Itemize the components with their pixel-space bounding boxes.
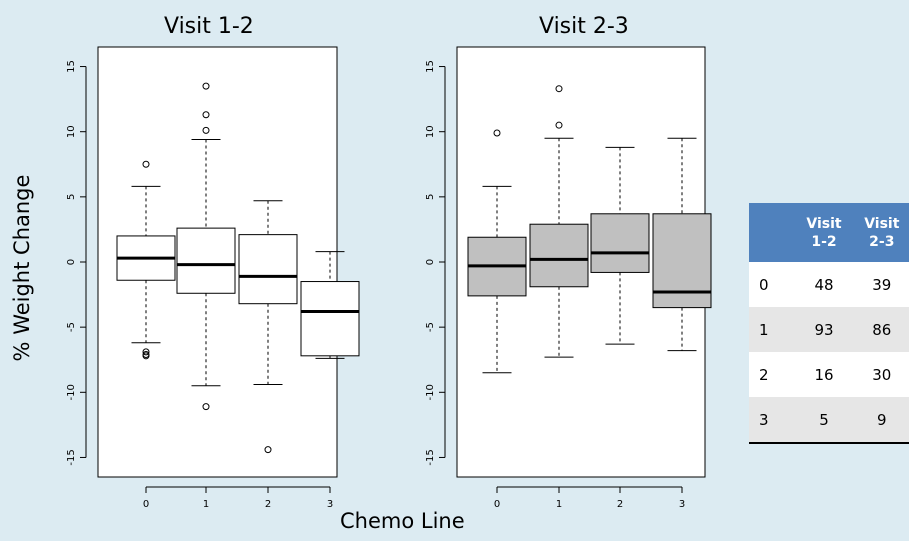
chart-title-visit-2-3: Visit 2-3 <box>539 14 629 39</box>
outlier-point <box>142 160 150 168</box>
table-cell-visit-1-2: 48 <box>793 262 855 307</box>
table-row-label: 0 <box>749 262 794 307</box>
y-tick-label: 15 <box>425 60 436 73</box>
table-header-row: Visit 1-2 Visit 2-3 <box>749 203 909 262</box>
y-tick-label: -15 <box>66 449 77 465</box>
table-header-cell: Visit 1-2 <box>793 203 855 262</box>
x-tick-label: 2 <box>617 499 623 510</box>
table-row: 3 5 9 <box>749 397 909 443</box>
y-tick-label: 10 <box>425 125 436 138</box>
y-tick-label: 15 <box>66 60 77 73</box>
outlier-point <box>142 348 150 356</box>
table-cell-visit-2-3: 86 <box>854 307 909 352</box>
outlier-point <box>555 85 563 93</box>
table-row-label: 2 <box>749 352 794 397</box>
table-cell-visit-2-3: 39 <box>854 262 909 307</box>
y-tick-label: -10 <box>66 384 77 400</box>
table-cell-visit-2-3: 30 <box>854 352 909 397</box>
table-header-line: 2-3 <box>869 233 895 250</box>
table-row: 1 93 86 <box>749 307 909 352</box>
iqr-box <box>529 223 589 288</box>
table-row-label: 1 <box>749 307 794 352</box>
y-tick-label: 5 <box>66 194 77 200</box>
y-tick-label: -10 <box>425 384 436 400</box>
iqr-box <box>590 213 650 273</box>
outlier-point <box>264 446 272 454</box>
y-tick-label: 0 <box>425 259 436 265</box>
y-tick-label: -15 <box>425 449 436 465</box>
table-header-line: 1-2 <box>811 233 837 250</box>
x-tick-label: 1 <box>203 499 209 510</box>
x-tick-label: 3 <box>679 499 685 510</box>
table-header-line: Visit <box>806 215 842 232</box>
x-tick-label: 3 <box>327 499 333 510</box>
y-tick-label: -5 <box>66 322 77 332</box>
y-tick-label: 0 <box>66 259 77 265</box>
outlier-point <box>142 352 150 360</box>
y-tick-label: 10 <box>66 125 77 138</box>
x-tick-label: 2 <box>265 499 271 510</box>
x-tick-label: 1 <box>556 499 562 510</box>
table-row: 0 48 39 <box>749 262 909 307</box>
table-header-cell: Visit 2-3 <box>854 203 909 262</box>
y-tick-label: -5 <box>425 322 436 332</box>
outlier-point <box>202 126 210 134</box>
table-cell-visit-1-2: 5 <box>793 397 855 443</box>
outlier-point <box>202 82 210 90</box>
table-header-cell <box>749 203 794 262</box>
sample-count-table: Visit 1-2 Visit 2-3 0 48 39 1 93 86 2 16… <box>749 203 909 444</box>
iqr-box <box>300 281 360 357</box>
y-tick-label: 5 <box>425 194 436 200</box>
table-cell-visit-1-2: 93 <box>793 307 855 352</box>
chart-title-visit-1-2: Visit 1-2 <box>164 14 254 39</box>
table-cell-visit-1-2: 16 <box>793 352 855 397</box>
iqr-box <box>238 234 298 305</box>
table-header-line: Visit <box>864 215 900 232</box>
x-tick-label: 0 <box>494 499 500 510</box>
outlier-point <box>555 121 563 129</box>
table-row: 2 16 30 <box>749 352 909 397</box>
x-axis-label: Chemo Line <box>340 509 465 533</box>
iqr-box <box>652 213 712 309</box>
table-cell-visit-2-3: 9 <box>854 397 909 443</box>
table-row-label: 3 <box>749 397 794 443</box>
iqr-box <box>176 227 236 294</box>
outlier-point <box>202 403 210 411</box>
outlier-point <box>493 129 501 137</box>
outlier-point <box>202 111 210 119</box>
x-tick-label: 0 <box>143 499 149 510</box>
